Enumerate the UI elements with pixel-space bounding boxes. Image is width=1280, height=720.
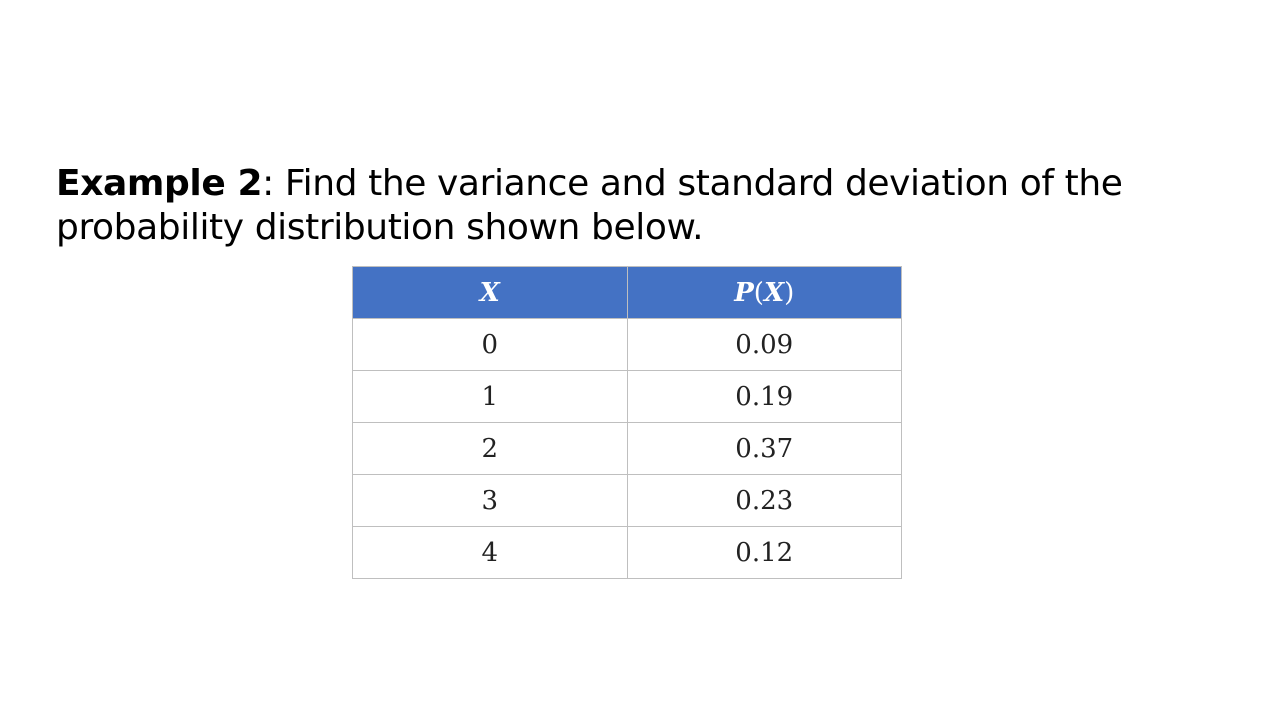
probability-distribution-table: X P(X) 0 0.09 1 0.19 2 0.37 3 0.23 4	[352, 266, 902, 579]
header-px-open: (	[753, 277, 764, 308]
header-x-label: X	[479, 277, 500, 308]
cell-x: 1	[352, 370, 628, 423]
table-row: 1 0.19	[352, 370, 902, 423]
header-px-fn: P	[734, 277, 754, 308]
cell-x: 4	[352, 526, 628, 579]
example-prompt: Example 2: Find the variance and standar…	[56, 162, 1236, 250]
example-separator: :	[262, 163, 274, 204]
cell-x: 3	[352, 474, 628, 527]
cell-p: 0.37	[626, 422, 902, 475]
cell-p: 0.09	[626, 318, 902, 371]
cell-p: 0.23	[626, 474, 902, 527]
table-row: 3 0.23	[352, 474, 902, 527]
cell-p: 0.12	[626, 526, 902, 579]
table-row: 4 0.12	[352, 526, 902, 579]
header-px-close: )	[784, 277, 795, 308]
cell-p: 0.19	[626, 370, 902, 423]
header-px: P(X)	[626, 266, 902, 319]
header-x: X	[352, 266, 628, 319]
table-header-row: X P(X)	[352, 266, 902, 319]
header-px-var: X	[763, 277, 785, 308]
cell-x: 2	[352, 422, 628, 475]
example-label: Example 2	[56, 163, 263, 204]
table-row: 2 0.37	[352, 422, 902, 475]
example-text: Find the variance and standard deviation…	[56, 163, 1123, 248]
cell-x: 0	[352, 318, 628, 371]
table-row: 0 0.09	[352, 318, 902, 371]
